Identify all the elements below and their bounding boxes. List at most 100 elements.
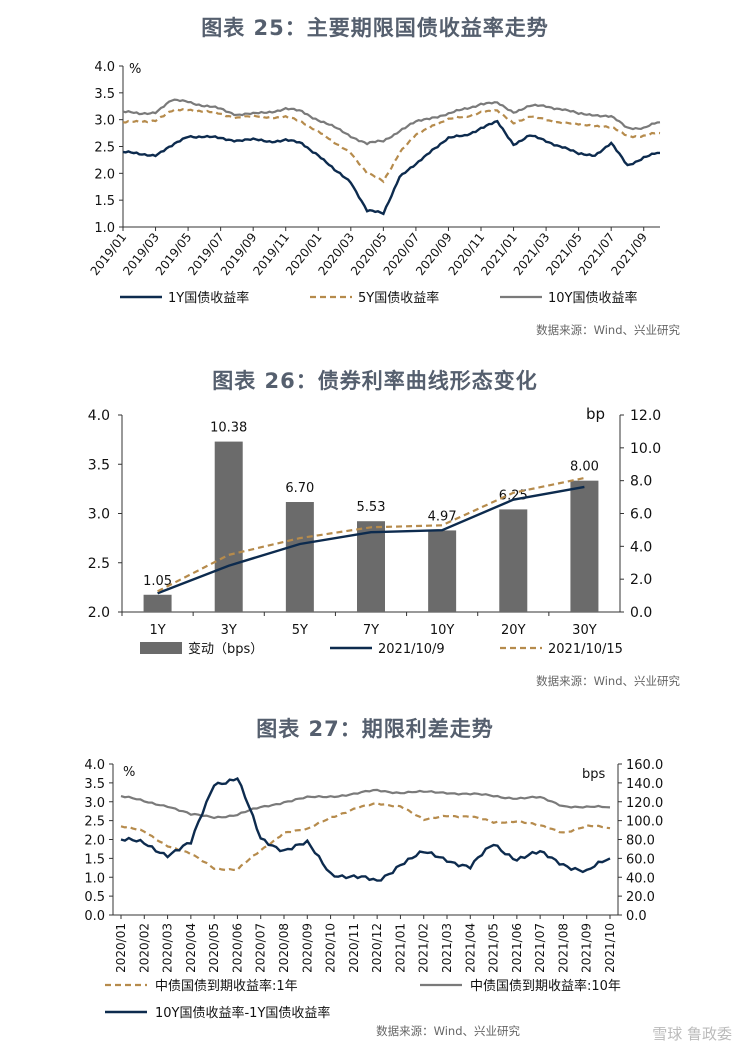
y-tick-label: 1.0 xyxy=(94,221,115,236)
bar-data-label: 10.38 xyxy=(210,421,247,436)
x-tick-label: 2020/06 xyxy=(230,923,244,973)
bar-10Y xyxy=(428,530,457,612)
x-tick-label: 2020/11 xyxy=(347,923,361,973)
x-tick-label: 2021/02 xyxy=(417,923,431,973)
x-tick-label: 2020/12 xyxy=(370,923,384,973)
chart-25-title: 图表 25：主要期限国债收益率走势 xyxy=(201,16,549,40)
y-unit-label: % xyxy=(123,765,135,780)
x-tick-label: 20Y xyxy=(501,623,526,638)
y-tick-label: 3.5 xyxy=(94,87,115,102)
y-unit-label: % xyxy=(129,62,141,77)
bar-7Y xyxy=(357,521,385,612)
x-tick-label: 2021/09 xyxy=(580,923,594,973)
curve-2021/10/9 xyxy=(157,485,585,595)
y-tick-label: 2.5 xyxy=(94,141,115,156)
series-line-10Y国债收益率 xyxy=(122,98,661,146)
chart-27-plot: 0.0 0.5 1.0 1.5 2.0 2.5 3.0 3.5 4.0 0.0 20.0 40.0 60… xyxy=(84,758,663,1021)
y-tick-label: 4.0 xyxy=(94,60,115,75)
y-tick-label: 3.5 xyxy=(88,457,110,473)
watermark: 雪球 鲁政委 xyxy=(652,1025,732,1043)
y-tick-label: 2.0 xyxy=(88,605,110,621)
x-tick-label: 5Y xyxy=(292,623,308,638)
x-tick-label: 2020/07 xyxy=(254,923,268,973)
legend-label: 1Y国债收益率 xyxy=(168,290,249,306)
y2-tick-label: 8.0 xyxy=(630,474,652,490)
legend-label: 5Y国债收益率 xyxy=(358,290,439,306)
legend-label: 10Y国债收益率 xyxy=(548,290,637,306)
y-tick-label: 4.0 xyxy=(88,408,110,424)
legend-label: 2021/10/9 xyxy=(378,642,445,657)
y2-tick-label: 10.0 xyxy=(630,441,661,457)
x-tick-label: 2021/06 xyxy=(510,923,524,973)
series-line-1Y国债收益率 xyxy=(122,119,660,216)
y-tick-label: 2.0 xyxy=(84,834,105,849)
y2-tick-label: 0.0 xyxy=(630,605,652,621)
x-tick-label: 2021/07 xyxy=(533,923,547,973)
y2-tick-label: 0.0 xyxy=(626,909,647,924)
series-line-10Y国债收益率-1Y国债收益率 xyxy=(120,776,611,882)
legend-label: 变动（bps） xyxy=(188,641,263,657)
bar-1Y xyxy=(143,594,172,612)
chart-26-plot: 2.0 2.5 3.0 3.5 4.0 0.0 2.0 4.0 6.0 8.0 10.0 12.0 bp… xyxy=(88,405,661,657)
y2-unit-label: bps xyxy=(582,767,606,782)
x-tick-label: 2020/02 xyxy=(137,923,151,973)
y-tick-label: 0.5 xyxy=(84,890,105,905)
x-tick-label: 2020/04 xyxy=(184,923,198,973)
bar-data-label: 6.70 xyxy=(285,481,314,496)
curve-2021/10/15 xyxy=(157,476,585,593)
y2-tick-label: 140.0 xyxy=(626,777,663,792)
bar-data-label: 8.00 xyxy=(570,460,599,475)
y2-tick-label: 120.0 xyxy=(626,796,663,811)
y2-tick-label: 80.0 xyxy=(626,834,655,849)
x-tick-label: 2020/10 xyxy=(324,923,338,973)
legend-swatch xyxy=(140,642,182,654)
y-tick-label: 1.0 xyxy=(84,871,105,886)
x-tick-label: 2021/03 xyxy=(440,923,454,973)
x-tick-label: 1Y xyxy=(149,623,165,638)
chart-25-source: 数据来源：Wind、兴业研究 xyxy=(536,323,680,337)
chart-25-plot: 1.01.52.02.53.03.54.0 %2019/012019/032019… xyxy=(88,60,661,306)
y-tick-label: 0.0 xyxy=(84,909,105,924)
chart-27-title: 图表 27：期限利差走势 xyxy=(256,717,494,741)
bar-data-label: 5.53 xyxy=(357,500,386,515)
y2-tick-label: 40.0 xyxy=(626,871,655,886)
legend-label: 中债国债到期收益率:1年 xyxy=(155,978,298,994)
bar-data-label: 1.05 xyxy=(143,574,172,589)
x-tick-label: 2021/08 xyxy=(556,923,570,973)
bar-3Y xyxy=(214,441,243,612)
y2-unit-label: bp xyxy=(586,405,605,423)
x-tick-label: 10Y xyxy=(430,623,455,638)
x-tick-label: 2021/01 xyxy=(393,923,407,973)
x-tick-label: 2021/05 xyxy=(487,923,501,973)
legend-label: 10Y国债收益率-1Y国债收益率 xyxy=(155,1005,330,1021)
y-tick-label: 1.5 xyxy=(84,852,105,867)
chart-27-source: 数据来源：Wind、兴业研究 xyxy=(376,1024,520,1038)
y-tick-label: 3.5 xyxy=(84,777,105,792)
y2-tick-label: 2.0 xyxy=(630,572,652,588)
y-tick-label: 3.0 xyxy=(88,507,110,523)
x-tick-label: 2020/03 xyxy=(161,923,175,973)
y-tick-label: 4.0 xyxy=(84,758,105,773)
x-tick-label: 2020/01 xyxy=(114,923,128,973)
y-tick-label: 2.0 xyxy=(94,167,115,182)
y-tick-label: 1.5 xyxy=(94,194,115,209)
y2-tick-label: 100.0 xyxy=(626,815,663,830)
legend-label: 2021/10/15 xyxy=(548,642,623,657)
series-line-5Y国债收益率 xyxy=(122,108,661,184)
x-tick-label: 2020/08 xyxy=(277,923,291,973)
y-tick-label: 3.0 xyxy=(84,796,105,811)
y-tick-label: 2.5 xyxy=(88,556,110,572)
y-tick-label: 3.0 xyxy=(94,114,115,129)
series-line-中债国债到期收益率:10年 xyxy=(120,788,611,820)
x-tick-label: 2021/10 xyxy=(603,923,617,973)
x-tick-label: 2020/05 xyxy=(207,923,221,973)
bar-data-label: 4.97 xyxy=(428,509,457,524)
y-tick-label: 2.5 xyxy=(84,815,105,830)
bar-5Y xyxy=(285,502,314,612)
y2-tick-label: 6.0 xyxy=(630,507,652,523)
y2-tick-label: 60.0 xyxy=(626,852,655,867)
y2-tick-label: 20.0 xyxy=(626,890,655,905)
bar-30Y xyxy=(570,480,599,612)
x-tick-label: 2021/04 xyxy=(463,923,477,973)
chart-26-title: 图表 26：债券利率曲线形态变化 xyxy=(212,369,538,393)
